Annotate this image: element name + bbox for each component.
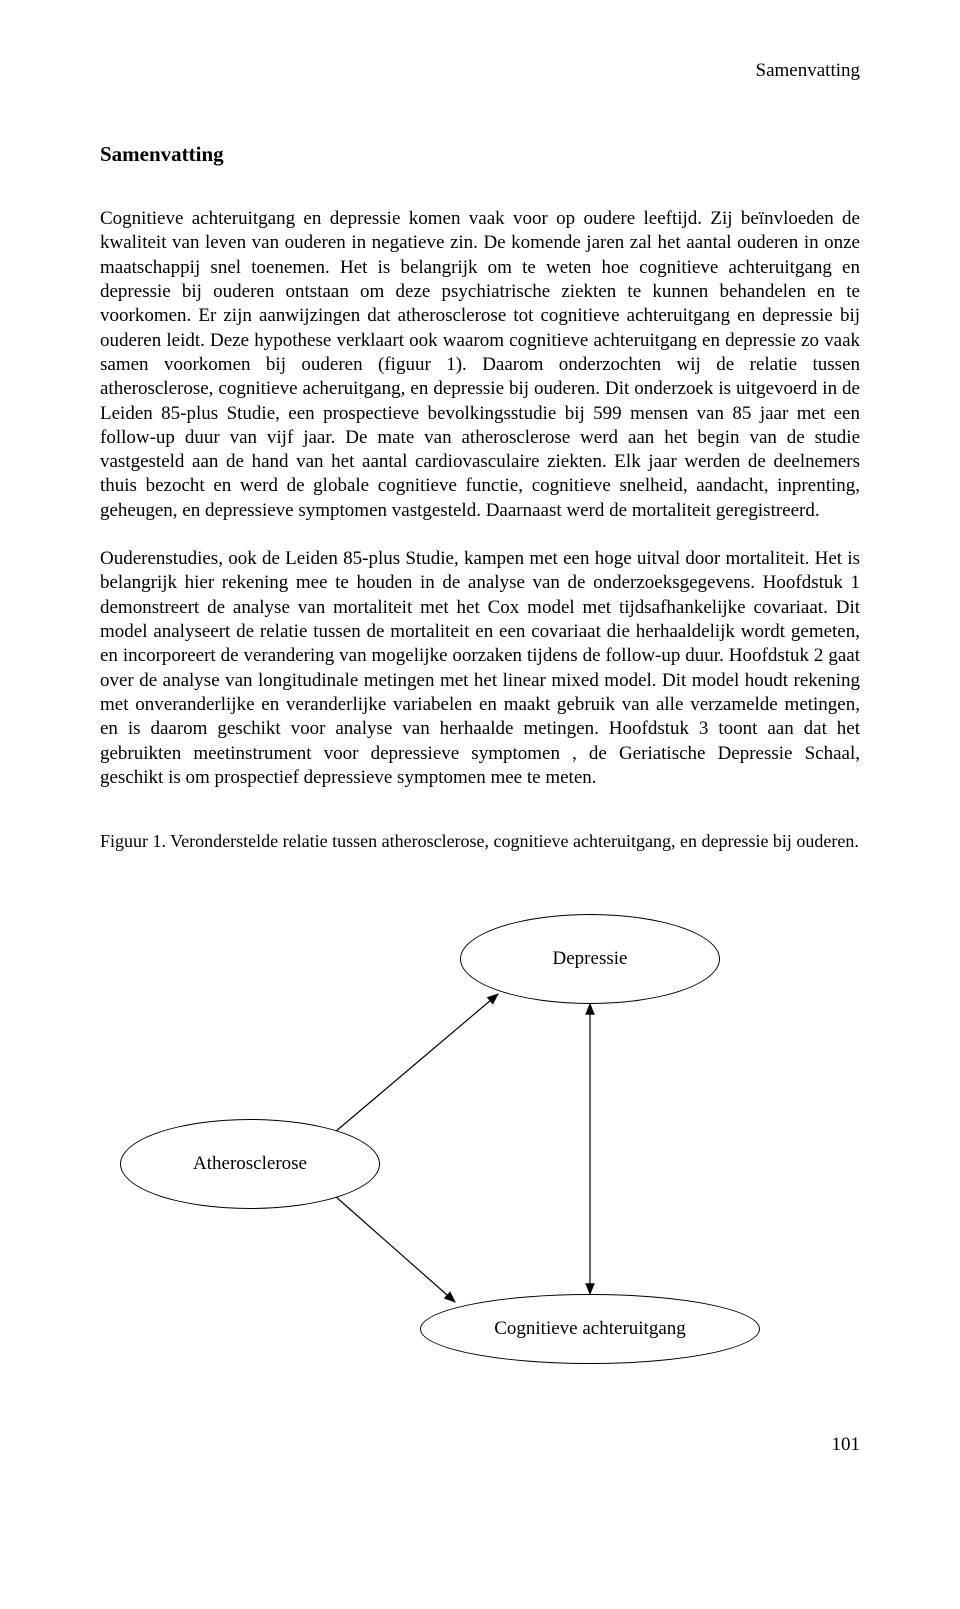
edge-athero-cognitieve (335, 1196, 455, 1302)
node-cognitieve: Cognitieve achteruitgang (420, 1294, 760, 1364)
figure-diagram: Depressie Atherosclerose Cognitieve acht… (100, 894, 860, 1374)
page-title: Samenvatting (100, 142, 860, 167)
edge-athero-depressie (335, 994, 498, 1132)
running-header: Samenvatting (100, 60, 860, 82)
node-atherosclerose: Atherosclerose (120, 1119, 380, 1209)
node-atherosclerose-label: Atherosclerose (193, 1153, 307, 1175)
figure-caption: Figuur 1. Veronderstelde relatie tussen … (100, 830, 860, 853)
paragraph-2: Ouderenstudies, ook de Leiden 85-plus St… (100, 547, 860, 790)
paragraph-1: Cognitieve achteruitgang en depressie ko… (100, 207, 860, 523)
node-depressie: Depressie (460, 914, 720, 1004)
node-depressie-label: Depressie (553, 948, 628, 970)
node-cognitieve-label: Cognitieve achteruitgang (494, 1318, 686, 1340)
page-number: 101 (100, 1434, 860, 1456)
